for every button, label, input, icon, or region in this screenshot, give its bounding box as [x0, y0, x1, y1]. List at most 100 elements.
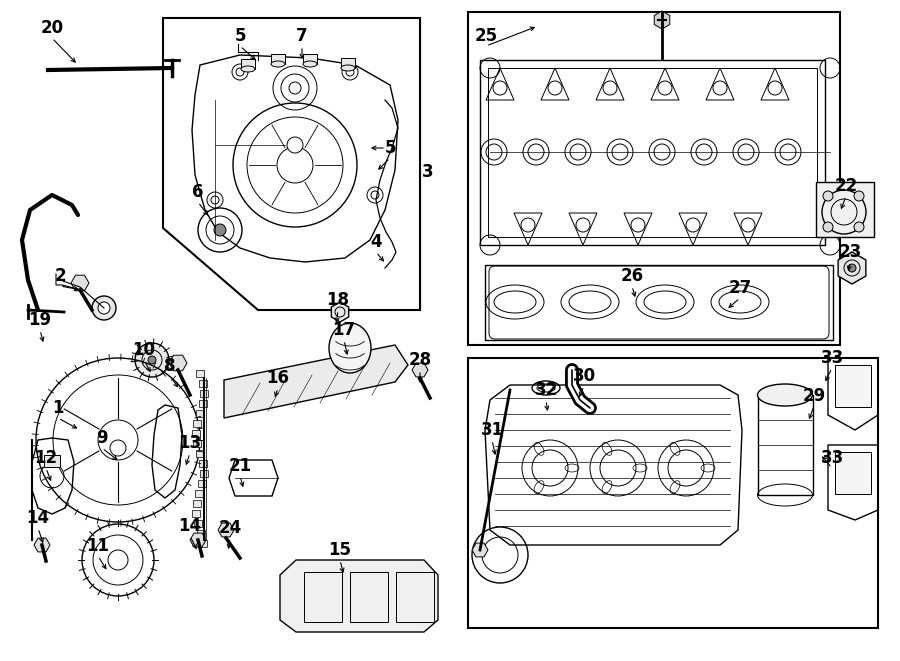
Circle shape [98, 302, 110, 314]
Text: 13: 13 [178, 434, 202, 452]
Text: 15: 15 [328, 541, 352, 559]
Ellipse shape [271, 61, 285, 67]
Text: 1: 1 [52, 399, 64, 417]
Circle shape [854, 222, 864, 232]
Bar [193, 500, 201, 507]
Bar [304, 572, 342, 622]
Text: 33: 33 [821, 449, 843, 467]
Ellipse shape [329, 323, 371, 373]
Text: 2: 2 [54, 267, 66, 285]
Bar [194, 440, 202, 447]
Text: 3: 3 [422, 163, 434, 181]
Circle shape [148, 356, 156, 364]
Polygon shape [190, 533, 206, 547]
Polygon shape [654, 11, 670, 29]
Bar [196, 410, 203, 417]
Bar [44, 455, 60, 467]
Text: 27: 27 [728, 279, 752, 297]
Text: 28: 28 [409, 351, 432, 369]
Circle shape [823, 222, 833, 232]
Text: 31: 31 [481, 421, 504, 439]
Polygon shape [472, 543, 488, 557]
Bar [198, 480, 206, 487]
Bar [192, 510, 200, 517]
Bar [193, 420, 201, 427]
Bar [758, 395, 813, 495]
Bar [200, 470, 208, 477]
Polygon shape [34, 538, 50, 552]
Bar [194, 520, 202, 527]
Bar [200, 540, 207, 547]
Circle shape [214, 224, 226, 236]
Bar [485, 265, 833, 340]
Polygon shape [169, 355, 187, 371]
Text: 16: 16 [266, 369, 290, 387]
Text: 32: 32 [535, 381, 558, 399]
Polygon shape [224, 345, 408, 418]
Text: 5: 5 [234, 27, 246, 45]
Bar [199, 460, 207, 467]
Circle shape [287, 137, 303, 153]
Bar [341, 58, 355, 68]
Text: 25: 25 [474, 27, 498, 45]
Text: 10: 10 [132, 341, 156, 359]
Text: 17: 17 [332, 321, 356, 339]
Text: 14: 14 [178, 517, 202, 535]
Bar [350, 572, 388, 622]
Text: 4: 4 [370, 233, 382, 251]
Polygon shape [280, 560, 438, 632]
Bar [192, 430, 200, 437]
Text: 20: 20 [40, 19, 64, 37]
Polygon shape [412, 363, 428, 377]
Circle shape [135, 343, 169, 377]
Bar [468, 12, 840, 345]
Text: 14: 14 [26, 509, 50, 527]
Ellipse shape [303, 61, 317, 67]
Text: 30: 30 [572, 367, 596, 385]
Text: 11: 11 [86, 537, 110, 555]
Text: 9: 9 [96, 429, 108, 447]
Text: 18: 18 [327, 291, 349, 309]
Circle shape [854, 191, 864, 201]
Circle shape [848, 264, 856, 272]
Text: 7: 7 [296, 27, 308, 45]
Bar [200, 390, 208, 397]
Bar [488, 68, 817, 237]
Text: 24: 24 [219, 519, 241, 537]
Ellipse shape [241, 66, 255, 72]
Circle shape [92, 296, 116, 320]
Ellipse shape [758, 384, 813, 406]
Bar [468, 358, 878, 628]
Polygon shape [331, 302, 348, 322]
Bar [196, 370, 204, 377]
Bar [196, 450, 204, 457]
Bar [835, 452, 871, 494]
Bar [199, 380, 207, 387]
Ellipse shape [341, 65, 355, 71]
Text: 21: 21 [229, 457, 252, 475]
Text: 8: 8 [164, 357, 176, 375]
Text: 12: 12 [34, 449, 58, 467]
Text: 33: 33 [821, 349, 843, 367]
Text: 26: 26 [620, 267, 643, 285]
Bar [480, 60, 825, 245]
Polygon shape [838, 252, 866, 284]
Text: 6: 6 [193, 183, 203, 201]
Text: 23: 23 [839, 243, 861, 261]
Polygon shape [71, 275, 89, 291]
Bar [271, 54, 285, 64]
Bar [199, 400, 207, 407]
Bar [816, 182, 874, 237]
Bar [303, 54, 317, 64]
Polygon shape [218, 523, 234, 537]
Bar [195, 490, 203, 497]
Bar [197, 530, 205, 537]
Text: 22: 22 [834, 177, 858, 195]
Circle shape [823, 191, 833, 201]
Text: 29: 29 [803, 387, 825, 405]
Bar [835, 365, 871, 407]
Text: 19: 19 [29, 311, 51, 329]
Bar [396, 572, 434, 622]
Text: 5: 5 [384, 139, 396, 157]
Circle shape [110, 440, 126, 456]
